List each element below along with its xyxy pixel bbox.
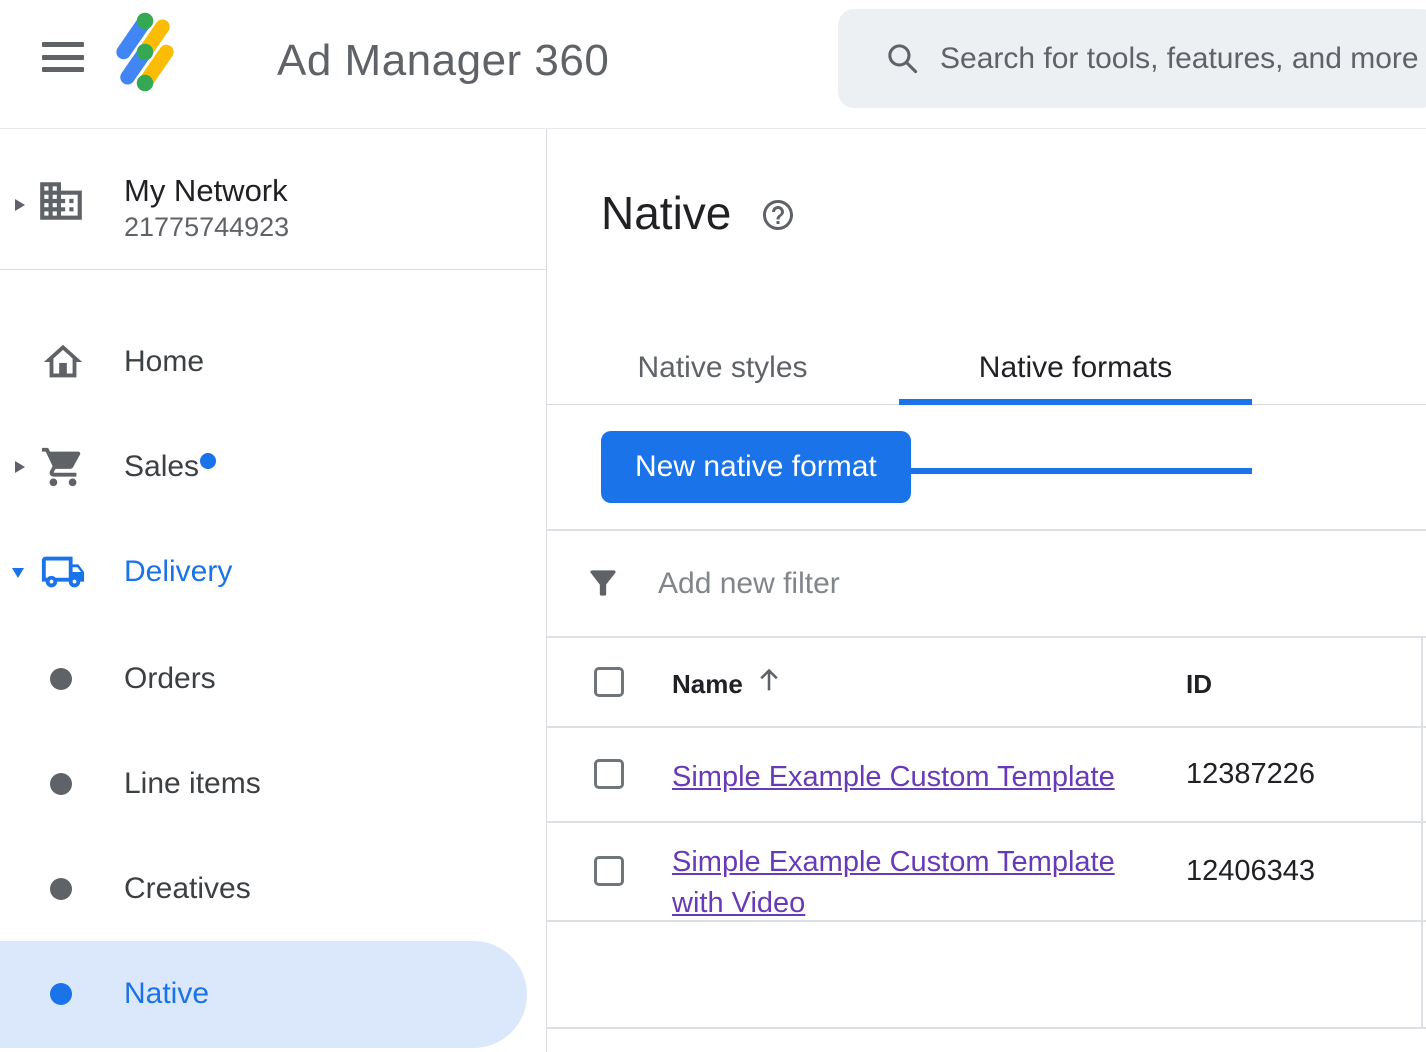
filter-funnel-icon [590,570,616,596]
search-bar[interactable] [838,9,1426,108]
sidebar-item-native[interactable]: Native [0,964,546,1024]
network-selector[interactable]: My Network 21775744923 [0,150,546,260]
sidebar-item-label: Home [124,345,205,378]
sidebar-item-sales[interactable]: Sales [0,437,546,497]
bullet-icon [50,668,72,690]
chevron-right-icon[interactable] [15,461,25,473]
new-native-format-button[interactable]: New native format [601,431,911,503]
divider [546,920,1426,922]
sidebar-item-home[interactable]: Home [0,332,546,392]
sidebar-item-label: Orders [124,662,216,695]
top-bar: Ad Manager 360 [0,0,1426,129]
bullet-icon [50,878,72,900]
native-format-id: 12406343 [1186,855,1316,887]
search-icon [888,44,918,74]
native-format-link[interactable]: Simple Example Custom Template with Vide… [672,846,1115,919]
row-checkbox[interactable] [594,759,624,789]
divider [546,821,1426,823]
sidebar-item-label: Native [124,977,210,1010]
sidebar-item-label: Creatives [124,872,251,905]
column-header-name[interactable]: Name [672,669,743,699]
bullet-icon [50,773,72,795]
sidebar-item-orders[interactable]: Orders [0,649,546,709]
sidebar-item-label: Line items [124,767,261,800]
truck-icon [41,556,85,588]
network-name: My Network [124,173,288,208]
native-format-id: 12387226 [1186,758,1316,790]
page-title: Native [601,187,732,239]
cart-icon [41,447,81,487]
help-icon[interactable] [760,197,796,233]
sidebar-divider [0,269,546,270]
network-id: 21775744923 [124,212,290,242]
chevron-down-icon[interactable] [12,568,24,578]
sidebar-item-creatives[interactable]: Creatives [0,859,546,919]
home-icon [43,344,83,378]
bullet-icon [50,983,72,1005]
add-filter-bar[interactable]: Add new filter [546,531,1426,637]
sidebar-item-label: Delivery [124,555,233,588]
divider [546,726,1426,728]
sidebar-item-line-items[interactable]: Line items [0,754,546,814]
row-checkbox[interactable] [594,856,624,886]
native-format-link[interactable]: Simple Example Custom Template [672,761,1115,793]
sidebar-item-delivery[interactable]: Delivery [0,542,546,602]
divider [546,1027,1426,1029]
sidebar: My Network 21775744923 Home Sales [0,129,547,1052]
add-filter-placeholder: Add new filter [658,567,840,600]
sidebar-item-label: Sales [124,450,200,483]
app-title: Ad Manager 360 [277,36,610,85]
select-all-checkbox[interactable] [594,667,624,697]
building-icon [40,182,82,220]
active-tab-underline [899,399,1252,405]
sort-up-icon[interactable] [752,662,786,696]
divider [546,529,1426,531]
selected-item-highlight [0,941,527,1048]
search-input[interactable] [940,9,1426,108]
column-header-id[interactable]: ID [1186,669,1212,699]
menu-icon[interactable] [42,42,84,72]
table-right-border [1421,638,1423,1029]
tab-native-formats[interactable]: Native formats [899,330,1252,474]
chevron-right-icon[interactable] [15,199,25,211]
ad-manager-logo [116,12,174,92]
tab-native-styles[interactable]: Native styles [637,350,808,384]
divider [546,636,1426,638]
notification-dot [200,453,216,469]
